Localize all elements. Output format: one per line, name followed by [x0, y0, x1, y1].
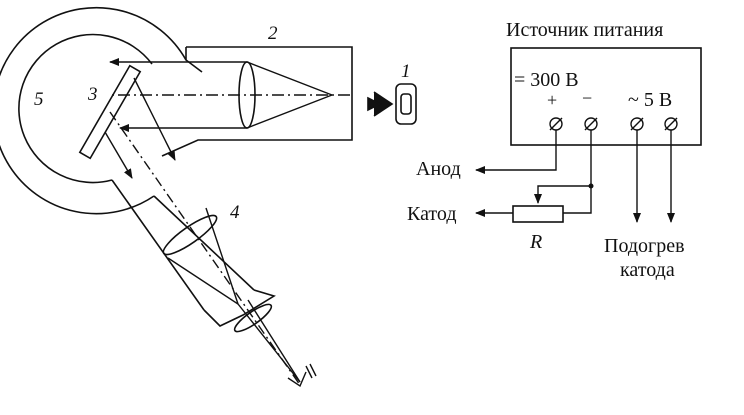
beam-top [109, 58, 333, 96]
reflected-right [133, 77, 176, 161]
cone-b [205, 207, 239, 305]
eyepiece-lens [162, 214, 218, 256]
eye-icon [287, 363, 317, 388]
power-supply-title: Источник питания [506, 19, 663, 41]
wiper-wire [534, 185, 591, 204]
wires [475, 130, 675, 223]
label-housing: 5 [34, 89, 44, 110]
label-mirror: 3 [87, 84, 98, 105]
cathode-label: Катод [407, 203, 457, 225]
power-supply-box [510, 47, 702, 146]
minus-wire [563, 130, 592, 214]
housing-outline [0, 6, 203, 215]
terminals [549, 117, 678, 131]
junction-dot [588, 183, 594, 189]
label-source: 1 [401, 61, 411, 82]
light-source [367, 83, 417, 125]
ac-voltage-label: ~ 5 В [628, 89, 672, 111]
power-supply: Источник питания = 300 В + − ~ 5 В Анод [407, 19, 702, 281]
anode-wire [475, 130, 557, 174]
eyepiece-tube-inner [203, 289, 276, 327]
resistor-label: R [529, 231, 542, 253]
heater-label-line2: катода [620, 259, 675, 281]
plus-sign: + [547, 90, 557, 110]
minus-sign: − [582, 88, 592, 108]
tube [161, 46, 353, 157]
light-beams [104, 58, 350, 386]
housing-inner [18, 33, 153, 184]
eyepiece-tube-outer [111, 179, 255, 311]
dc-voltage-label: = 300 В [514, 69, 579, 91]
reflected-left [104, 131, 133, 179]
label-eyepiece-tube: 4 [230, 202, 240, 223]
cone-c [247, 299, 301, 383]
label-tube: 2 [268, 23, 278, 44]
optical-system [0, 6, 353, 333]
resistor [512, 205, 564, 223]
anode-label: Анод [416, 158, 461, 180]
beam-bottom [119, 94, 333, 132]
reflected-axis [109, 111, 301, 386]
heater-label-line1: Подогрев [604, 235, 685, 257]
